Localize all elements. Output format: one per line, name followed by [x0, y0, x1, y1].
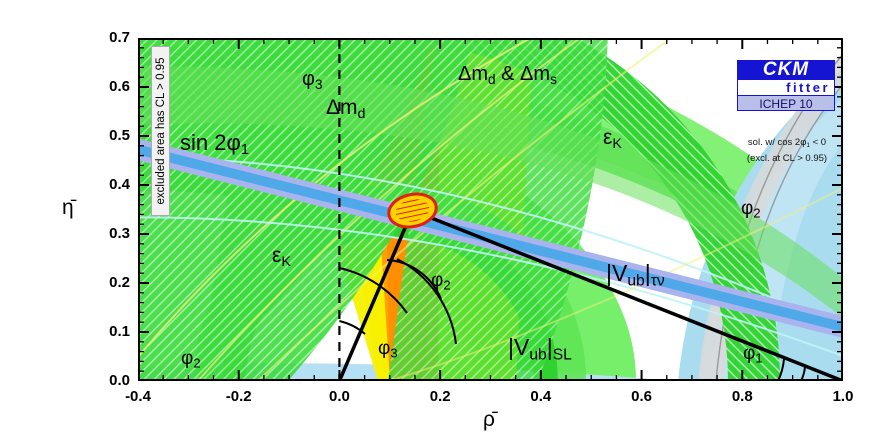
- logo-conference-text: ICHEP 10: [737, 95, 835, 111]
- label-delta-md: Δmd: [326, 96, 366, 122]
- excluded-area-note: excluded area has CL > 0.95: [151, 46, 170, 216]
- x-tick-label: 0.8: [731, 388, 753, 405]
- label-phi2-angle: φ2: [431, 270, 451, 293]
- label-phi2-left: φ2: [181, 348, 201, 371]
- y-tick-label: 0.5: [109, 127, 130, 144]
- x-tick-label: -0.2: [225, 388, 252, 405]
- label-sin2phi1: sin 2φ1: [180, 130, 250, 159]
- label-epsilon-k-upper: εK: [603, 126, 622, 152]
- x-tick-label: 0.2: [429, 388, 451, 405]
- plot-canvas: sin 2φ1 Δmd Δmd & Δms εK εK |Vub|τν |Vub…: [138, 38, 843, 381]
- y-tick-label: 0.4: [109, 176, 130, 193]
- y-tick-label: 0.6: [109, 78, 130, 95]
- label-phi2-right: φ2: [741, 198, 761, 221]
- y-axis-title: η̄: [62, 196, 74, 219]
- excluded-area-text: excluded area has CL > 0.95: [154, 57, 167, 205]
- y-tick-label: 0.0: [109, 372, 130, 389]
- x-tick-label: 0.4: [530, 388, 552, 405]
- y-tick-label: 0.2: [109, 274, 130, 291]
- solution-note-line1: sol. w/ cos 2φ1 < 0: [747, 137, 827, 149]
- label-vub-sl: |Vub|SL: [508, 334, 572, 364]
- logo-fitter-text: fitter: [737, 80, 835, 95]
- label-delta-md-ms: Δmd & Δms: [458, 63, 557, 87]
- x-tick-label: -0.4: [125, 388, 151, 405]
- y-tick-label: 0.7: [109, 29, 130, 46]
- ckmfitter-logo: CKM fitter ICHEP 10: [737, 60, 835, 111]
- plot-svg: [138, 38, 843, 381]
- y-tick-label: 0.3: [109, 225, 130, 242]
- x-tick-label: 0.0: [328, 388, 350, 405]
- label-phi3-top: φ3: [302, 68, 323, 92]
- x-tick-label: 0.6: [631, 388, 652, 405]
- label-vub-taunu: |Vub|τν: [606, 260, 665, 290]
- x-axis-title: ρ̄: [483, 408, 495, 431]
- logo-ckm-text: CKM: [737, 60, 835, 80]
- y-tick-label: 0.1: [109, 323, 130, 340]
- solution-note-line2: (excl. at CL > 0.95): [746, 152, 828, 164]
- label-epsilon-k-lower: εK: [272, 244, 291, 270]
- x-tick-label: 1.0: [832, 388, 854, 405]
- label-phi1-angle: φ1: [743, 343, 763, 366]
- solution-note: sol. w/ cos 2φ1 < 0 (excl. at CL > 0.95): [727, 136, 847, 165]
- label-phi3-angle: φ3: [378, 338, 398, 361]
